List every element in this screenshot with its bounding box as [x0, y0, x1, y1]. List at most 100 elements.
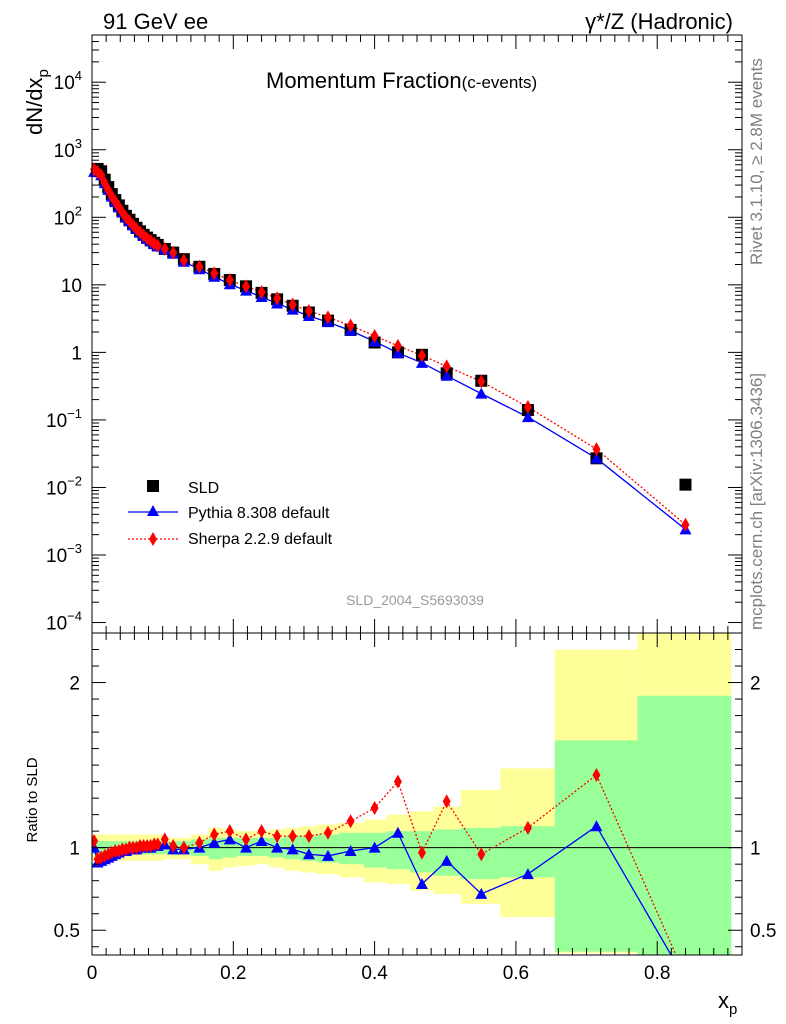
upper-y-axis-label-sub: p — [35, 69, 52, 77]
rivet-version-label: Rivet 3.1.10, ≥ 2.8M events — [747, 58, 766, 265]
lower-tick-labels: 0.5 0.5 1 1 2 2 0 0.2 0.4 0.6 0.8 — [54, 674, 777, 984]
sherpa-ratio-point — [393, 774, 402, 789]
upper-y-tick-label: 10−2 — [46, 473, 82, 499]
inner-uncertainty-band — [386, 831, 410, 870]
sherpa-ratio-point — [346, 814, 355, 829]
sld-data-point — [679, 478, 692, 491]
pythia-ratio-point — [391, 826, 404, 838]
upper-panel: Momentum Fraction(c-events) SLD_2004_S56… — [22, 34, 743, 635]
x-tick-label: 0.6 — [503, 963, 529, 984]
upper-y-tick-label: 104 — [54, 68, 82, 94]
sherpa-point — [153, 238, 162, 253]
legend: SLD Pythia 8.308 default Sherpa 2.2.9 de… — [128, 480, 333, 548]
sherpa-point — [681, 517, 690, 532]
sherpa-ratio-point — [225, 824, 234, 839]
sherpa-point — [417, 348, 426, 363]
ratio-y-tick-label-right: 2 — [750, 674, 761, 695]
ratio-y-tick-label-right: 1 — [750, 839, 761, 860]
upper-y-tick-label: 10−1 — [46, 406, 82, 432]
sherpa-point — [195, 259, 204, 274]
x-tick-label: 0.2 — [220, 963, 246, 984]
sherpa-point — [323, 310, 332, 325]
chart-title: Momentum Fraction(c-events) — [266, 68, 537, 93]
ratio-y-tick-label-right: 0.5 — [750, 921, 776, 942]
ratio-y-axis-label: Ratio to SLD — [24, 757, 41, 842]
sherpa-point — [442, 359, 451, 374]
lower-frame — [91, 632, 743, 956]
upper-axis-ticks — [91, 34, 742, 633]
sherpa-point — [225, 272, 234, 287]
upper-y-tick-label: 102 — [54, 203, 82, 229]
sherpa-point — [160, 241, 169, 256]
sherpa-ratio-point — [169, 839, 178, 854]
pythia-ratio-point — [223, 833, 236, 845]
legend-label-sld: SLD — [188, 480, 219, 497]
inner-uncertainty-band — [433, 829, 461, 876]
header-right-label: γ*/Z (Hadronic) — [585, 9, 733, 34]
pythia-ratio-point — [321, 849, 334, 861]
sherpa-point — [477, 374, 486, 389]
sherpa-point — [288, 297, 297, 312]
pythia-ratio-point — [475, 887, 488, 899]
legend-marker-sherpa — [149, 532, 157, 546]
sherpa-line — [93, 168, 686, 526]
pythia-ratio-point — [286, 843, 299, 855]
pythia-ratio-point — [208, 836, 221, 848]
pythia-point — [521, 411, 534, 423]
sherpa-ratio-point — [288, 829, 297, 844]
sherpa-point — [179, 253, 188, 268]
ratio-series-markers — [92, 768, 603, 899]
sherpa-point — [393, 338, 402, 353]
sherpa-ratio-point — [92, 834, 99, 849]
pythia-ratio-point — [521, 868, 534, 880]
sherpa-ratio-point — [523, 820, 532, 835]
mcplots-source-label: mcplots.cern.ch [arXiv:1306.3436] — [747, 373, 766, 630]
sherpa-point — [346, 318, 355, 333]
sherpa-point — [242, 279, 251, 294]
sherpa-ratio-point — [195, 835, 204, 850]
upper-y-tick-label: 10−3 — [46, 541, 82, 567]
pythia-ratio-point — [440, 854, 453, 866]
analysis-watermark: SLD_2004_S5693039 — [346, 592, 484, 608]
sherpa-ratio-point — [242, 832, 251, 847]
pythia-ratio-point — [255, 835, 268, 847]
sherpa-point — [97, 168, 106, 183]
sherpa-point — [169, 245, 178, 260]
sherpa-ratio-point — [160, 832, 169, 847]
ratio-y-tick-label: 1 — [69, 839, 80, 860]
legend-marker-sld — [147, 480, 159, 492]
sherpa-ratio-point — [417, 845, 426, 860]
chart-title-sub: (c-events) — [462, 73, 538, 92]
legend-marker-pythia — [147, 505, 159, 516]
x-tick-label: 0.4 — [361, 963, 388, 984]
x-tick-label: 0 — [87, 963, 98, 984]
chart-title-main: Momentum Fraction — [266, 68, 462, 93]
pythia-ratio-point — [302, 848, 315, 860]
x-axis-label: xp — [718, 988, 737, 1018]
pythia-ratio-point — [590, 820, 603, 832]
sherpa-point — [273, 291, 282, 306]
sherpa-point — [370, 328, 379, 343]
sherpa-ratio-point — [370, 801, 379, 816]
pythia-ratio-point — [271, 841, 284, 853]
x-tick-label: 0.8 — [644, 963, 670, 984]
ratio-uncertainty-bands — [92, 633, 732, 955]
x-axis-label-sub: p — [729, 1001, 737, 1018]
upper-series-lines — [93, 168, 686, 530]
pythia-line — [94, 171, 686, 530]
sherpa-ratio-point — [477, 847, 486, 862]
upper-y-axis-label-base: dN/dx — [22, 78, 47, 135]
upper-y-tick-label: 103 — [54, 136, 82, 162]
upper-y-tick-label: 10 — [61, 276, 82, 297]
sherpa-ratio-point — [179, 840, 188, 855]
upper-y-tick-label: 10−4 — [46, 609, 82, 635]
sherpa-ratio-point — [323, 825, 332, 840]
pythia-ratio-point — [240, 841, 253, 853]
sherpa-ratio-point — [210, 827, 219, 842]
sherpa-point — [304, 303, 313, 318]
upper-y-axis-label: dN/dxp — [22, 69, 52, 135]
lower-panel: 0.5 0.5 1 1 2 2 0 0.2 0.4 0.6 0.8 Ratio to SLD xp — [24, 632, 777, 1018]
pythia-point — [440, 369, 453, 381]
pythia-point — [590, 452, 603, 464]
